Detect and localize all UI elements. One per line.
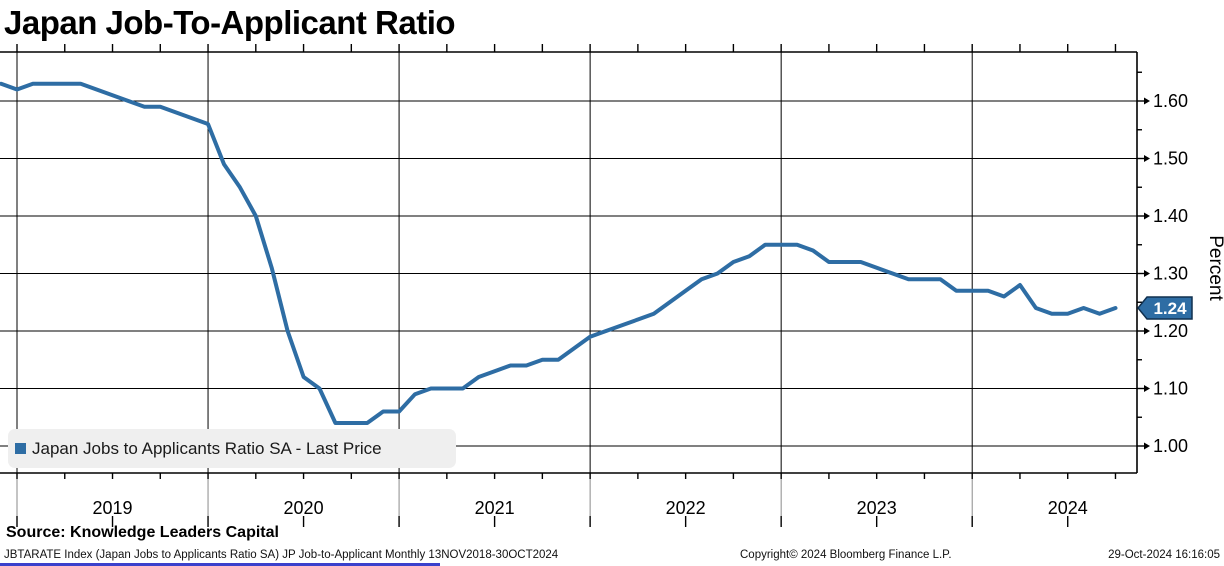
- y-tick-label: 1.10: [1153, 379, 1188, 399]
- page-title: Japan Job-To-Applicant Ratio: [4, 4, 456, 41]
- y-tick-label: 1.50: [1153, 149, 1188, 169]
- x-year-label: 2019: [92, 498, 132, 518]
- y-tick-label: 1.30: [1153, 264, 1188, 284]
- y-tick-label: 1.20: [1153, 321, 1188, 341]
- y-tick-arrow-icon: [1144, 385, 1150, 392]
- y-tick-arrow-icon: [1144, 327, 1150, 335]
- legend: Japan Jobs to Applicants Ratio SA - Last…: [8, 429, 456, 468]
- y-tick-arrow-icon: [1144, 212, 1150, 220]
- x-year-label: 2022: [666, 498, 706, 518]
- y-tick-label: 1.40: [1153, 206, 1188, 226]
- x-year-label: 2023: [857, 498, 897, 518]
- footer-timestamp: 29-Oct-2024 16:16:05: [1108, 549, 1220, 561]
- y-tick-label: 1.00: [1153, 436, 1188, 456]
- y-tick-arrow-icon: [1144, 270, 1150, 277]
- footer-ticker-description: JBTARATE Index (Japan Jobs to Applicants…: [4, 549, 559, 561]
- price-line: [0, 81, 1118, 425]
- last-price-tag: [1137, 296, 1193, 320]
- y-axis-title: Percent: [1205, 235, 1224, 301]
- y-tick-arrow-icon: [1144, 155, 1150, 162]
- y-tick-label: 1.60: [1153, 91, 1188, 111]
- footer-accent-bar: [0, 563, 440, 566]
- y-tick-arrow-icon: [1144, 97, 1150, 105]
- y-tick-arrow-icon: [1144, 442, 1150, 450]
- x-year-label: 2020: [284, 498, 324, 518]
- legend-series-label[interactable]: Japan Jobs to Applicants Ratio SA - Last…: [32, 438, 382, 458]
- x-year-label: 2024: [1048, 498, 1088, 518]
- last-price-value: 1.24: [1153, 299, 1187, 318]
- source-attribution: Source: Knowledge Leaders Capital: [6, 524, 279, 541]
- legend-series-swatch-icon: [15, 443, 26, 454]
- footer-copyright: Copyright© 2024 Bloomberg Finance L.P.: [740, 549, 952, 561]
- x-year-label: 2021: [475, 498, 515, 518]
